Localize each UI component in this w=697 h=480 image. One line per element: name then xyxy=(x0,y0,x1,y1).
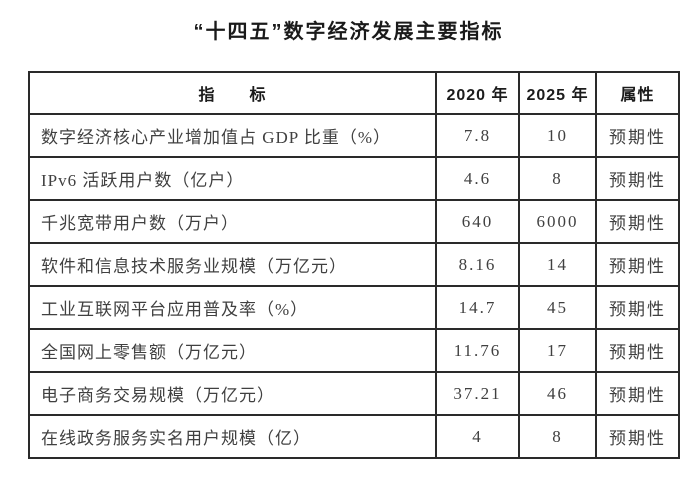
header-indicator: 指 标 xyxy=(28,71,437,115)
header-year-2020: 2020 年 xyxy=(435,71,520,115)
table-row: 全国网上零售额（万亿元） 11.76 17 预期性 xyxy=(28,328,680,373)
cell-year-2020: 7.8 xyxy=(435,113,520,158)
cell-year-2020: 37.21 xyxy=(435,371,520,416)
cell-year-2020: 8.16 xyxy=(435,242,520,287)
table-header-row: 指 标 2020 年 2025 年 属性 xyxy=(28,71,680,115)
cell-year-2020: 14.7 xyxy=(435,285,520,330)
cell-year-2020: 4 xyxy=(435,414,520,459)
cell-year-2025: 8 xyxy=(518,414,597,459)
cell-attribute: 预期性 xyxy=(595,199,680,244)
cell-year-2025: 10 xyxy=(518,113,597,158)
table-row: 在线政务服务实名用户规模（亿） 4 8 预期性 xyxy=(28,414,680,459)
cell-attribute: 预期性 xyxy=(595,242,680,287)
cell-attribute: 预期性 xyxy=(595,328,680,373)
table-row: 电子商务交易规模（万亿元） 37.21 46 预期性 xyxy=(28,371,680,416)
cell-year-2025: 46 xyxy=(518,371,597,416)
cell-year-2025: 17 xyxy=(518,328,597,373)
cell-indicator: 千兆宽带用户数（万户） xyxy=(28,199,437,244)
cell-indicator: 工业互联网平台应用普及率（%） xyxy=(28,285,437,330)
table-row: 工业互联网平台应用普及率（%） 14.7 45 预期性 xyxy=(28,285,680,330)
table-row: 数字经济核心产业增加值占 GDP 比重（%） 7.8 10 预期性 xyxy=(28,113,680,158)
page-title: “十四五”数字经济发展主要指标 xyxy=(193,21,504,43)
cell-indicator: 在线政务服务实名用户规模（亿） xyxy=(28,414,437,459)
cell-year-2020: 640 xyxy=(435,199,520,244)
header-year-2025: 2025 年 xyxy=(518,71,597,115)
cell-year-2020: 11.76 xyxy=(435,328,520,373)
cell-indicator: 软件和信息技术服务业规模（万亿元） xyxy=(28,242,437,287)
cell-year-2025: 6000 xyxy=(518,199,597,244)
cell-year-2020: 4.6 xyxy=(435,156,520,201)
cell-indicator: IPv6 活跃用户数（亿户） xyxy=(28,156,437,201)
header-attribute: 属性 xyxy=(595,71,680,115)
cell-indicator: 数字经济核心产业增加值占 GDP 比重（%） xyxy=(28,113,437,158)
cell-attribute: 预期性 xyxy=(595,113,680,158)
cell-indicator: 全国网上零售额（万亿元） xyxy=(28,328,437,373)
cell-year-2025: 8 xyxy=(518,156,597,201)
table-row: 千兆宽带用户数（万户） 640 6000 预期性 xyxy=(28,199,680,244)
cell-attribute: 预期性 xyxy=(595,371,680,416)
cell-attribute: 预期性 xyxy=(595,285,680,330)
table-row: IPv6 活跃用户数（亿户） 4.6 8 预期性 xyxy=(28,156,680,201)
cell-attribute: 预期性 xyxy=(595,414,680,459)
document-page: “十四五”数字经济发展主要指标 指 标 2020 年 2025 年 属性 数字经… xyxy=(0,18,697,459)
cell-year-2025: 14 xyxy=(518,242,597,287)
cell-attribute: 预期性 xyxy=(595,156,680,201)
cell-indicator: 电子商务交易规模（万亿元） xyxy=(28,371,437,416)
indicators-table: 指 标 2020 年 2025 年 属性 数字经济核心产业增加值占 GDP 比重… xyxy=(28,71,680,459)
cell-year-2025: 45 xyxy=(518,285,597,330)
table-row: 软件和信息技术服务业规模（万亿元） 8.16 14 预期性 xyxy=(28,242,680,287)
